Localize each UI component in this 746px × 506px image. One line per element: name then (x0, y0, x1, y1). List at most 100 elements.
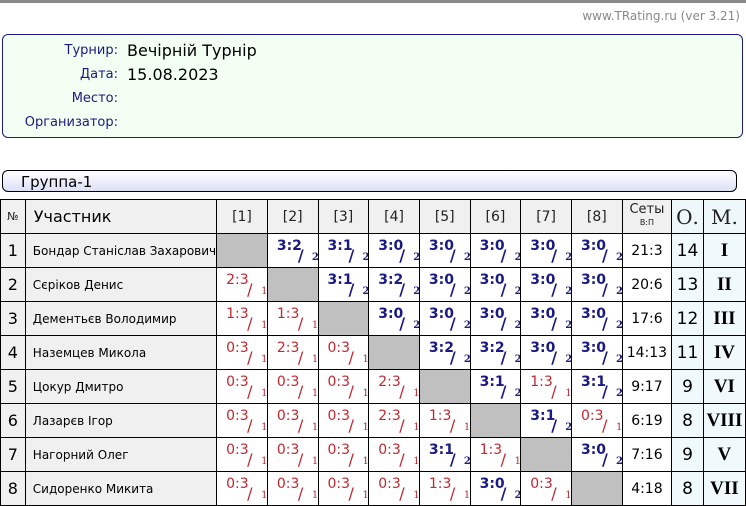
match-result-cell: 3:2/ 2 (469, 335, 522, 370)
match-points: 2 (363, 286, 368, 297)
sets-total: 6:19 (621, 403, 673, 438)
match-score: 3:2 (378, 272, 404, 288)
slash: / (449, 450, 456, 469)
slash: / (348, 382, 354, 401)
slash: / (551, 280, 558, 299)
match-points: 2 (413, 252, 418, 263)
player-name: Сєріков Денис (24, 267, 218, 302)
match-result-cell: 0:3/ 1 (317, 335, 370, 370)
info-label: Место: (71, 91, 118, 106)
slash: / (297, 450, 304, 469)
match-score: 3:0 (479, 272, 505, 288)
match-result-cell: 0:3/ 1 (216, 403, 268, 438)
slash: / (601, 382, 608, 401)
header-opponent-1: [1] (216, 199, 268, 234)
match-points: 2 (565, 320, 570, 331)
player-row: 6 Лазарєв Ігор 0:3/1 0:3/1 0:3/1 2:3/1 1:3/1 3:… (0, 403, 746, 438)
slash: / (601, 246, 608, 265)
slash: / (601, 314, 608, 333)
slash: / (399, 280, 406, 299)
points-total: 12 (671, 301, 704, 336)
match-result-cell: 0:3/ 1 (317, 403, 370, 438)
match-points: 1 (463, 490, 471, 501)
match-result-cell: 3:1/ 2 (418, 437, 471, 472)
slash: / (399, 246, 406, 265)
match-points: 2 (565, 286, 570, 297)
tournament-info-panel: Турнир: Вечірній Турнір Дата: 15.08.2023 Мес… (2, 34, 743, 138)
slash: / (348, 280, 355, 299)
player-name: Сидоренко Микита (24, 471, 218, 506)
match-points: 2 (464, 286, 469, 297)
slash: / (500, 246, 507, 265)
match-points: 1 (261, 490, 268, 501)
match-result-cell: 3:0/ 2 (520, 233, 572, 268)
match-points: 1 (615, 422, 623, 433)
slash: / (348, 484, 354, 503)
match-result-cell: 2:3/ 1 (368, 403, 420, 438)
match-points: 1 (311, 490, 319, 501)
match-score: 3:0 (580, 306, 607, 322)
self-match-cell (520, 437, 572, 472)
match-points: 2 (413, 286, 418, 297)
slash: / (247, 382, 253, 401)
slash: / (399, 382, 405, 401)
match-result-cell: 3:0/ 2 (418, 267, 471, 302)
match-result-cell: 0:3/ 1 (368, 471, 420, 506)
slash: / (247, 416, 253, 435)
match-result-cell: 1:3/ 1 (216, 301, 268, 336)
slash: / (500, 314, 507, 333)
match-score: 3:0 (580, 340, 607, 356)
match-result-cell: 3:0/ 2 (520, 335, 572, 370)
match-result-cell: 0:3/ 1 (266, 471, 319, 506)
match-score: 3:1 (580, 374, 607, 390)
match-result-cell: 0:3/ 1 (570, 403, 623, 438)
match-result-cell: 0:3/ 1 (266, 437, 319, 472)
info-row: Организатор: (3, 111, 742, 135)
self-match-cell (570, 471, 623, 506)
slash: / (348, 246, 355, 265)
match-result-cell: 2:3/ 1 (368, 369, 420, 404)
slash: / (551, 416, 558, 435)
slash: / (551, 246, 558, 265)
match-result-cell: 3:1/ 2 (317, 267, 370, 302)
match-score: 0:3 (378, 476, 401, 492)
match-points: 2 (565, 422, 570, 433)
match-score: 1:3 (428, 408, 452, 424)
match-points: 2 (616, 286, 621, 297)
slash: / (297, 314, 304, 333)
match-result-cell: 3:0/ 2 (520, 267, 572, 302)
match-result-cell: 3:0/ 2 (570, 233, 623, 268)
match-score: 3:1 (327, 272, 353, 288)
player-name: Бондар Станіслав Захарович (24, 233, 218, 268)
points-total: 8 (671, 403, 704, 438)
place: I (702, 233, 746, 268)
match-score: 0:3 (226, 408, 249, 424)
place: II (702, 267, 746, 302)
match-result-cell: 3:2/ 2 (368, 267, 420, 302)
match-result-cell: 0:3/ 1 (317, 437, 370, 472)
slash: / (449, 280, 456, 299)
match-result-cell: 3:0/ 2 (418, 233, 471, 268)
slash: / (449, 484, 456, 503)
match-result-cell: 0:3/ 1 (216, 471, 268, 506)
match-points: 1 (362, 388, 369, 399)
header-opponent-6: [6] (469, 199, 522, 234)
info-row: Дата: 15.08.2023 (3, 63, 742, 87)
slash: / (297, 348, 304, 367)
slash: / (348, 450, 354, 469)
match-score: 3:1 (479, 374, 505, 390)
match-result-cell: 0:3/ 1 (368, 437, 420, 472)
match-result-cell: 2:3/ 1 (266, 335, 319, 370)
match-result-cell: 3:0/ 2 (469, 301, 522, 336)
match-points: 2 (515, 354, 520, 365)
match-score: 3:2 (276, 238, 302, 254)
player-number: 8 (0, 471, 26, 506)
slash: / (399, 416, 405, 435)
sets-sublabel: В:П (639, 218, 655, 227)
match-score: 1:3 (226, 306, 249, 322)
match-result-cell: 3:0/ 2 (570, 437, 623, 472)
slash: / (247, 280, 253, 299)
slash: / (449, 246, 456, 265)
slash: / (500, 484, 507, 503)
